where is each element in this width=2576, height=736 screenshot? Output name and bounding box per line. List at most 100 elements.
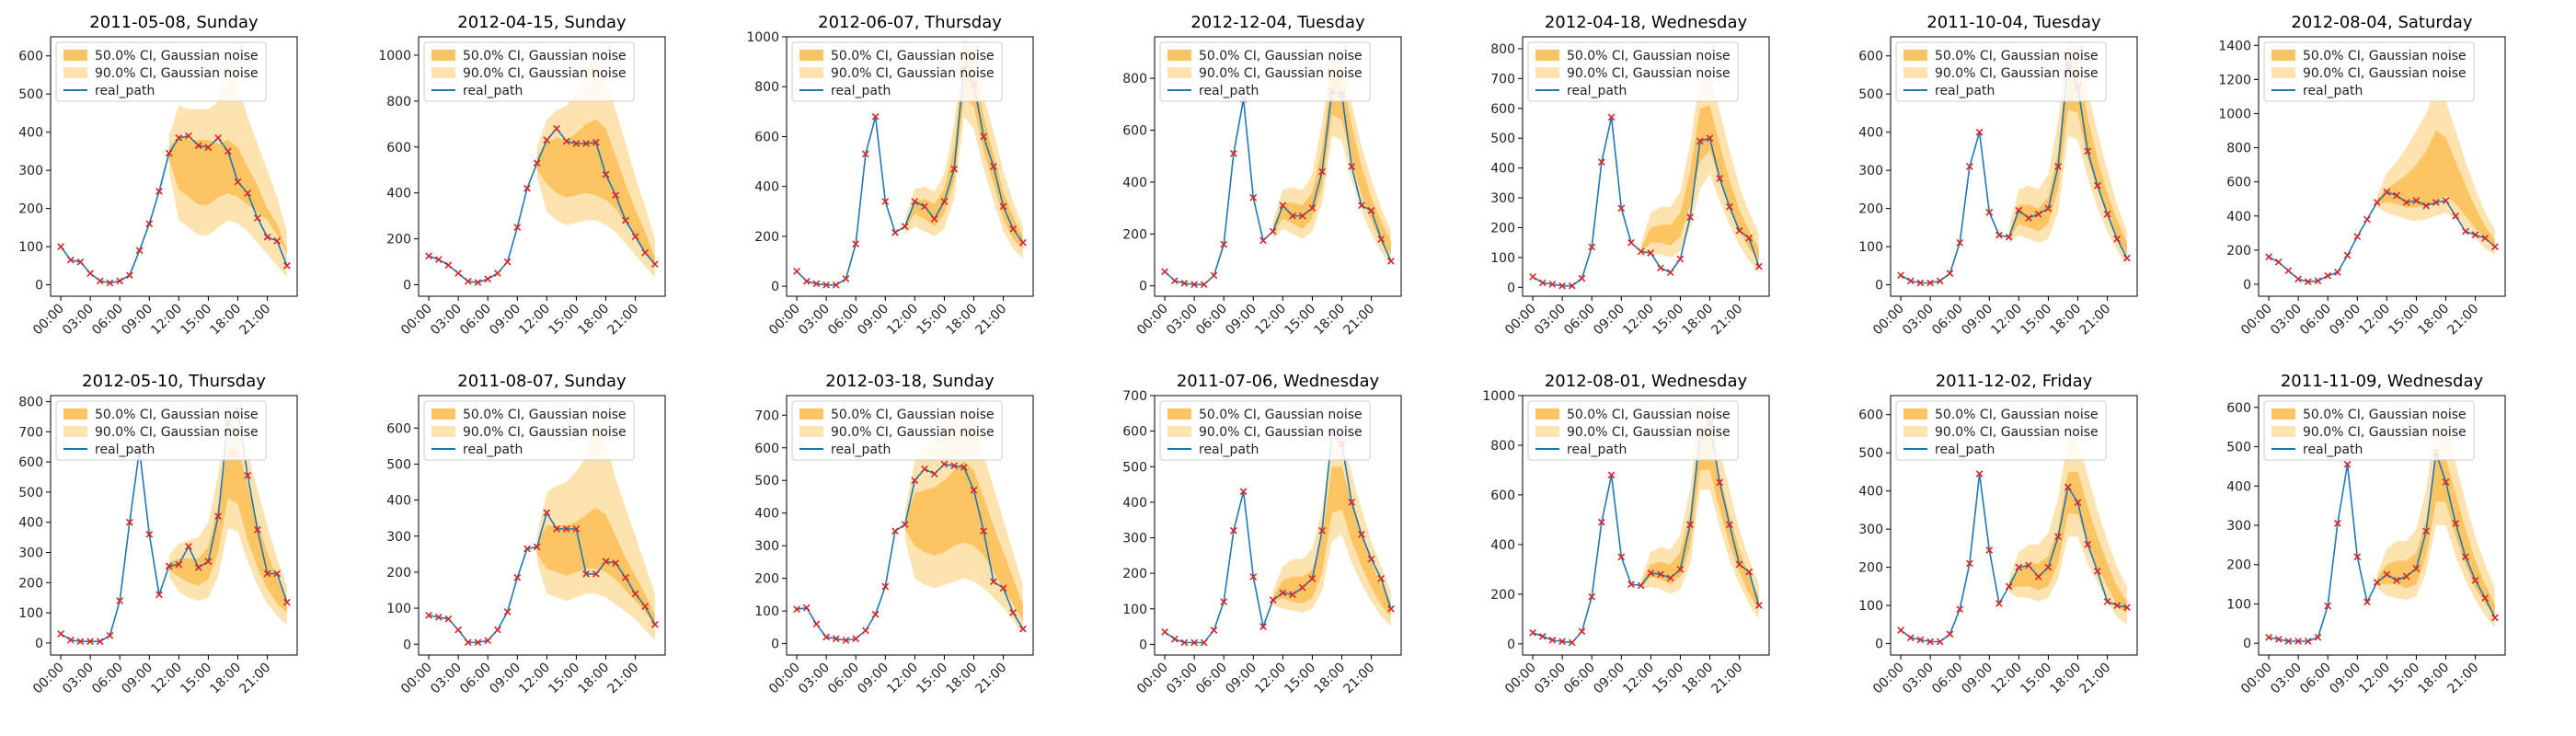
x-tick-label: 09:00 (1223, 661, 1259, 697)
data-point-marker (881, 582, 890, 591)
data-point-marker (1220, 240, 1228, 248)
y-tick-label: 400 (1490, 538, 1515, 553)
data-point-marker (1916, 636, 1925, 644)
data-point-marker (2412, 197, 2421, 204)
y-tick-label: 1000 (1482, 389, 1515, 404)
data-point-marker (1588, 243, 1596, 251)
data-point-marker (862, 627, 869, 635)
legend-entry: 50.0% CI, Gaussian noise (95, 408, 259, 422)
data-point-marker (1558, 638, 1566, 646)
data-point-marker (283, 598, 291, 606)
data-point-marker (1210, 627, 1218, 634)
data-point-marker (1161, 628, 1168, 636)
data-point-marker (1726, 521, 1733, 529)
x-tick-label: 06:00 (2297, 661, 2334, 697)
data-point-marker (2491, 614, 2499, 622)
x-tick-label: 15:00 (914, 661, 950, 697)
y-tick-label: 200 (1122, 567, 1147, 581)
y-tick-label: 800 (18, 396, 43, 410)
data-point-marker (484, 637, 492, 645)
legend-frame (1895, 41, 2107, 102)
data-point-marker (155, 188, 163, 195)
data-point-marker (852, 635, 860, 643)
data-point-marker (1367, 555, 1375, 563)
y-tick-label: 0 (2243, 637, 2251, 651)
data-point-marker (254, 526, 261, 534)
data-point-marker (214, 134, 222, 142)
x-tick-label: 06:00 (89, 302, 126, 339)
x-tick-label: 18:00 (1311, 661, 1348, 697)
y-tick-label: 200 (1490, 588, 1515, 603)
data-point-marker (175, 560, 183, 569)
data-point-marker (2353, 233, 2362, 240)
subplot-10: 2012-03-18, Sunday 0 100 200 300 400 500 600 700… (754, 372, 1034, 697)
y-tick-label: 600 (386, 421, 411, 436)
data-point-marker (651, 620, 659, 628)
data-point-marker (2294, 275, 2302, 283)
x-tick-label: 21:00 (237, 661, 274, 697)
y-tick-label: 0 (1507, 281, 1515, 295)
ci50-band (1640, 430, 1759, 610)
legend: 50.0% CI, Gaussian noise 90.0% CI, Gaussi… (2263, 41, 2475, 102)
y-tick-label: 400 (1858, 126, 1883, 141)
subplot-title: 2012-03-18, Sunday (825, 372, 995, 391)
x-tick-label: 06:00 (1561, 302, 1598, 339)
y-tick-label: 0 (403, 638, 411, 652)
data-point-marker (1755, 602, 1763, 609)
x-tick-label: 03:00 (796, 302, 833, 339)
x-tick-label: 15:00 (2386, 302, 2422, 339)
real-path-line (1532, 117, 1760, 287)
y-tick-label: 300 (18, 546, 43, 561)
data-point-marker (214, 512, 222, 521)
ci50-band (1640, 105, 1759, 261)
legend-frame (423, 400, 635, 461)
data-point-marker (1637, 247, 1645, 256)
legend-frame (1159, 400, 1371, 461)
x-tick-label: 00:00 (1870, 302, 1907, 339)
y-tick-label: 200 (386, 233, 411, 247)
legend-entry: 50.0% CI, Gaussian noise (463, 49, 627, 63)
x-tick-label: 06:00 (457, 302, 494, 339)
y-tick-label: 400 (2226, 479, 2251, 494)
data-point-marker (1308, 575, 1317, 582)
data-point-marker (832, 635, 840, 643)
y-tick-label: 100 (18, 606, 43, 621)
data-point-marker (464, 638, 472, 647)
data-point-marker (1657, 570, 1664, 579)
y-tick-label: 0 (1507, 638, 1515, 652)
subplot-title: 2011-10-04, Tuesday (1926, 13, 2101, 32)
data-point-marker (1019, 625, 1027, 633)
legend-frame (791, 400, 1003, 461)
data-point-marker (582, 570, 590, 578)
legend-entry: real_path (831, 84, 891, 98)
x-tick-label: 15:00 (1282, 302, 1318, 339)
legend-entry: 90.0% CI, Gaussian noise (1935, 425, 2099, 440)
x-tick-label: 03:00 (428, 302, 465, 339)
data-point-marker (553, 124, 560, 132)
legend-swatch-ci90 (799, 67, 823, 78)
legend-entry: 50.0% CI, Gaussian noise (1935, 408, 2099, 422)
data-point-marker (126, 518, 133, 526)
data-point-marker (1716, 175, 1724, 182)
x-tick-label: 00:00 (398, 302, 435, 339)
data-point-marker (1946, 270, 1954, 277)
data-point-marker (434, 614, 443, 621)
y-tick-label: 400 (1490, 162, 1515, 177)
data-point-marker (1956, 239, 1964, 247)
legend-swatch-ci50 (431, 408, 455, 420)
data-point-marker (622, 216, 629, 224)
legend-entry: 50.0% CI, Gaussian noise (1935, 49, 2099, 63)
y-tick-label: 0 (771, 638, 779, 652)
data-point-marker (513, 573, 522, 581)
data-point-marker (2363, 215, 2371, 224)
legend-entry: 90.0% CI, Gaussian noise (2303, 425, 2467, 440)
data-point-marker (1269, 227, 1277, 236)
data-point-marker (891, 527, 899, 535)
legend-entry: 50.0% CI, Gaussian noise (95, 49, 259, 63)
y-tick-label: 300 (754, 539, 779, 554)
x-tick-label: 09:00 (1591, 302, 1627, 339)
data-point-marker (494, 626, 501, 634)
legend-swatch-ci50 (799, 50, 823, 61)
y-tick-label: 600 (18, 50, 43, 64)
data-point-marker (1348, 163, 1356, 170)
